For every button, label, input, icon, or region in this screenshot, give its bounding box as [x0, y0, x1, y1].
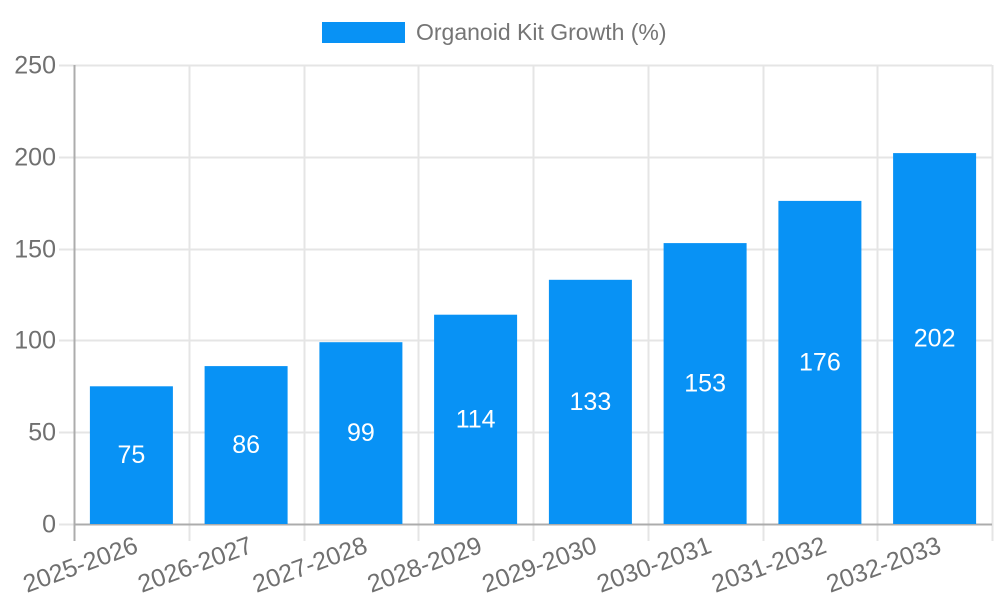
bar-2026-2027[interactable] [204, 366, 288, 524]
x-tick-label: 2025-2026 [20, 531, 142, 598]
y-tick-label: 200 [14, 144, 56, 172]
legend-item[interactable]: Organoid Kit Growth (%) [322, 19, 667, 45]
gridlines [59, 64, 994, 541]
x-axis-labels: 2025-20262026-20272027-20282028-20292029… [20, 531, 945, 598]
bar-2028-2029[interactable] [434, 314, 518, 524]
bar-2031-2032[interactable] [778, 200, 862, 524]
y-axis-labels: 0 50 100 150 200 250 [14, 52, 56, 539]
bar-value-labels: 75 86 99 114 133 153 176 202 [117, 325, 955, 470]
legend-swatch[interactable] [322, 22, 405, 43]
bar-2025-2026[interactable] [89, 386, 173, 524]
bar-value-label: 153 [684, 370, 726, 398]
bar-2027-2028[interactable] [319, 342, 403, 524]
bar-value-label: 75 [117, 441, 145, 469]
y-tick-label: 0 [42, 511, 56, 539]
bar-series [89, 153, 977, 524]
y-tick-label: 100 [14, 327, 56, 355]
x-tick-label: 2029-2030 [479, 531, 601, 598]
x-tick-label: 2032-2033 [823, 531, 945, 598]
axes [73, 65, 992, 541]
bar-value-label: 114 [456, 405, 496, 433]
bar-value-label: 99 [347, 419, 375, 447]
x-tick-label: 2026-2027 [134, 531, 256, 598]
bar-value-label: 86 [232, 431, 260, 459]
bar-value-label: 202 [914, 325, 956, 353]
x-tick-label: 2028-2029 [364, 531, 486, 598]
x-tick-label: 2031-2032 [708, 531, 830, 598]
legend-label: Organoid Kit Growth (%) [416, 19, 667, 45]
x-tick-label: 2027-2028 [249, 531, 371, 598]
bar-2032-2033[interactable] [893, 153, 977, 524]
bar-2030-2031[interactable] [663, 243, 747, 524]
y-tick-label: 50 [28, 419, 56, 447]
y-tick-label: 150 [14, 236, 56, 264]
bar-2029-2030[interactable] [548, 279, 632, 524]
y-tick-label: 250 [14, 52, 56, 80]
x-tick-label: 2030-2031 [593, 531, 715, 598]
bar-value-label: 176 [799, 348, 841, 376]
bar-value-label: 133 [570, 388, 612, 416]
